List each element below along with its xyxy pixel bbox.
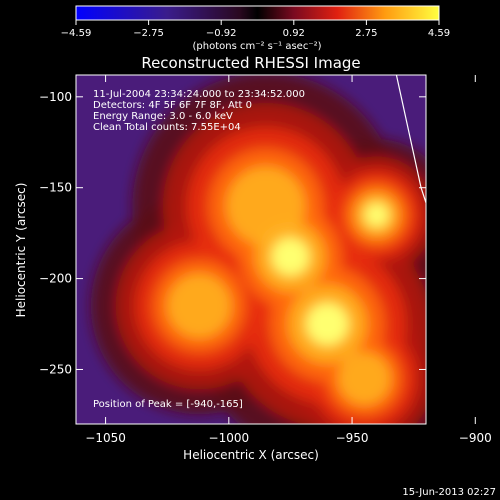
colorbar-tick-label: 4.59 bbox=[428, 28, 450, 39]
colorbar-tick-label: −0.92 bbox=[206, 28, 237, 39]
footer-date: 15-Jun-2013 02:27 bbox=[402, 487, 496, 498]
emission-source-blob bbox=[338, 352, 391, 405]
emission-source-blob bbox=[364, 202, 389, 228]
colorbar bbox=[75, 5, 440, 21]
x-tick-label: −1000 bbox=[209, 431, 250, 445]
emission-source-blob bbox=[306, 302, 349, 346]
y-tick-label: −250 bbox=[39, 362, 72, 376]
info-time-range: 11-Jul-2004 23:34:24.000 to 23:34:52.000 bbox=[93, 89, 305, 100]
chart-title: Reconstructed RHESSI Image bbox=[141, 54, 360, 72]
x-tick-label: −900 bbox=[459, 431, 492, 445]
x-axis-label: Heliocentric X (arcsec) bbox=[183, 448, 319, 462]
y-tick-label: −100 bbox=[39, 90, 72, 104]
y-axis-label: Heliocentric Y (arcsec) bbox=[14, 183, 28, 318]
y-axis: −100 −150 −200 −250 bbox=[39, 90, 426, 376]
colorbar-tick-label: 0.92 bbox=[283, 28, 305, 39]
y-tick-label: −150 bbox=[39, 181, 72, 195]
peak-position-label: Position of Peak = [-940,-165] bbox=[93, 399, 243, 410]
plot-frame bbox=[75, 74, 427, 425]
observation-info: 11-Jul-2004 23:34:24.000 to 23:34:52.000… bbox=[93, 89, 305, 133]
info-energy-range: Energy Range: 3.0 - 6.0 keV bbox=[93, 111, 233, 122]
colorbar-ticks: −4.59 −2.75 −0.92 0.92 2.75 4.59 bbox=[61, 20, 450, 39]
emission-source-blob bbox=[167, 273, 232, 338]
plot-image bbox=[90, 75, 426, 424]
x-tick-label: −950 bbox=[336, 431, 369, 445]
colorbar-tick-label: −2.75 bbox=[133, 28, 164, 39]
solar-limb-line bbox=[395, 75, 426, 205]
colorbar-units: (photons cm⁻² s⁻¹ asec⁻²) bbox=[192, 41, 321, 52]
emission-source-blob bbox=[226, 166, 306, 246]
emission-source-blob bbox=[271, 237, 310, 276]
y-tick-label: −200 bbox=[39, 272, 72, 286]
colorbar-tick-label: 2.75 bbox=[355, 28, 377, 39]
info-detectors: Detectors: 4F 5F 6F 7F 8F, Att 0 bbox=[93, 100, 252, 111]
info-total-counts: Clean Total counts: 7.55E+04 bbox=[93, 122, 241, 133]
x-tick-label: −1050 bbox=[85, 431, 126, 445]
x-axis: −1050 −1000 −950 −900 bbox=[85, 75, 492, 445]
colorbar-tick-label: −4.59 bbox=[61, 28, 92, 39]
